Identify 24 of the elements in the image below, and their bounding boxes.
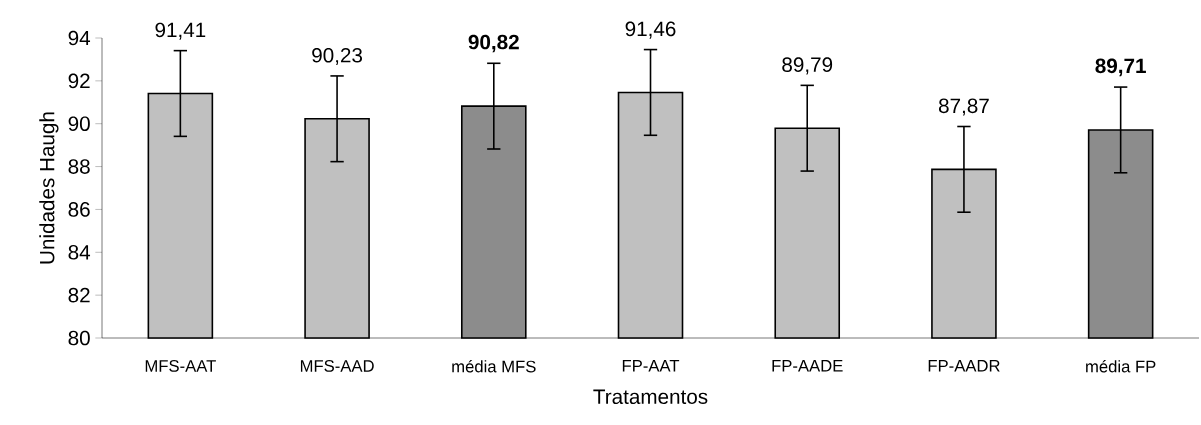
y-axis-title: Unidades Haugh bbox=[39, 112, 59, 264]
x-tick-label: média MFS bbox=[452, 360, 536, 373]
x-tick-label: FP-AADE bbox=[772, 360, 843, 372]
x-tick-label: MFS-AAT bbox=[145, 360, 216, 372]
x-tick-label: FP-AAT bbox=[622, 360, 680, 372]
y-tick-label: 86 bbox=[68, 202, 90, 217]
data-label: 90,23 bbox=[312, 47, 363, 65]
data-label: 87,87 bbox=[938, 98, 989, 116]
y-tick-label: 84 bbox=[68, 244, 91, 260]
y-tick-label: 80 bbox=[68, 330, 90, 346]
x-tick-label: média FP bbox=[1086, 360, 1156, 373]
x-axis-title: Tratamentos bbox=[593, 389, 708, 405]
y-tick-label: 94 bbox=[68, 30, 91, 46]
data-label: 91,41 bbox=[155, 22, 206, 40]
data-label: 89,71 bbox=[1095, 58, 1146, 77]
x-tick-label: MFS-AAD bbox=[300, 360, 374, 372]
data-label: 90,82 bbox=[468, 34, 519, 53]
y-tick-label: 92 bbox=[68, 73, 90, 89]
y-tick-label: 88 bbox=[68, 159, 90, 174]
x-tick-label: FP-AADR bbox=[928, 360, 1000, 372]
data-label: 91,46 bbox=[625, 21, 676, 39]
data-label: 89,79 bbox=[782, 57, 833, 75]
y-tick-label: 82 bbox=[68, 287, 90, 303]
y-tick-label: 90 bbox=[68, 116, 90, 132]
